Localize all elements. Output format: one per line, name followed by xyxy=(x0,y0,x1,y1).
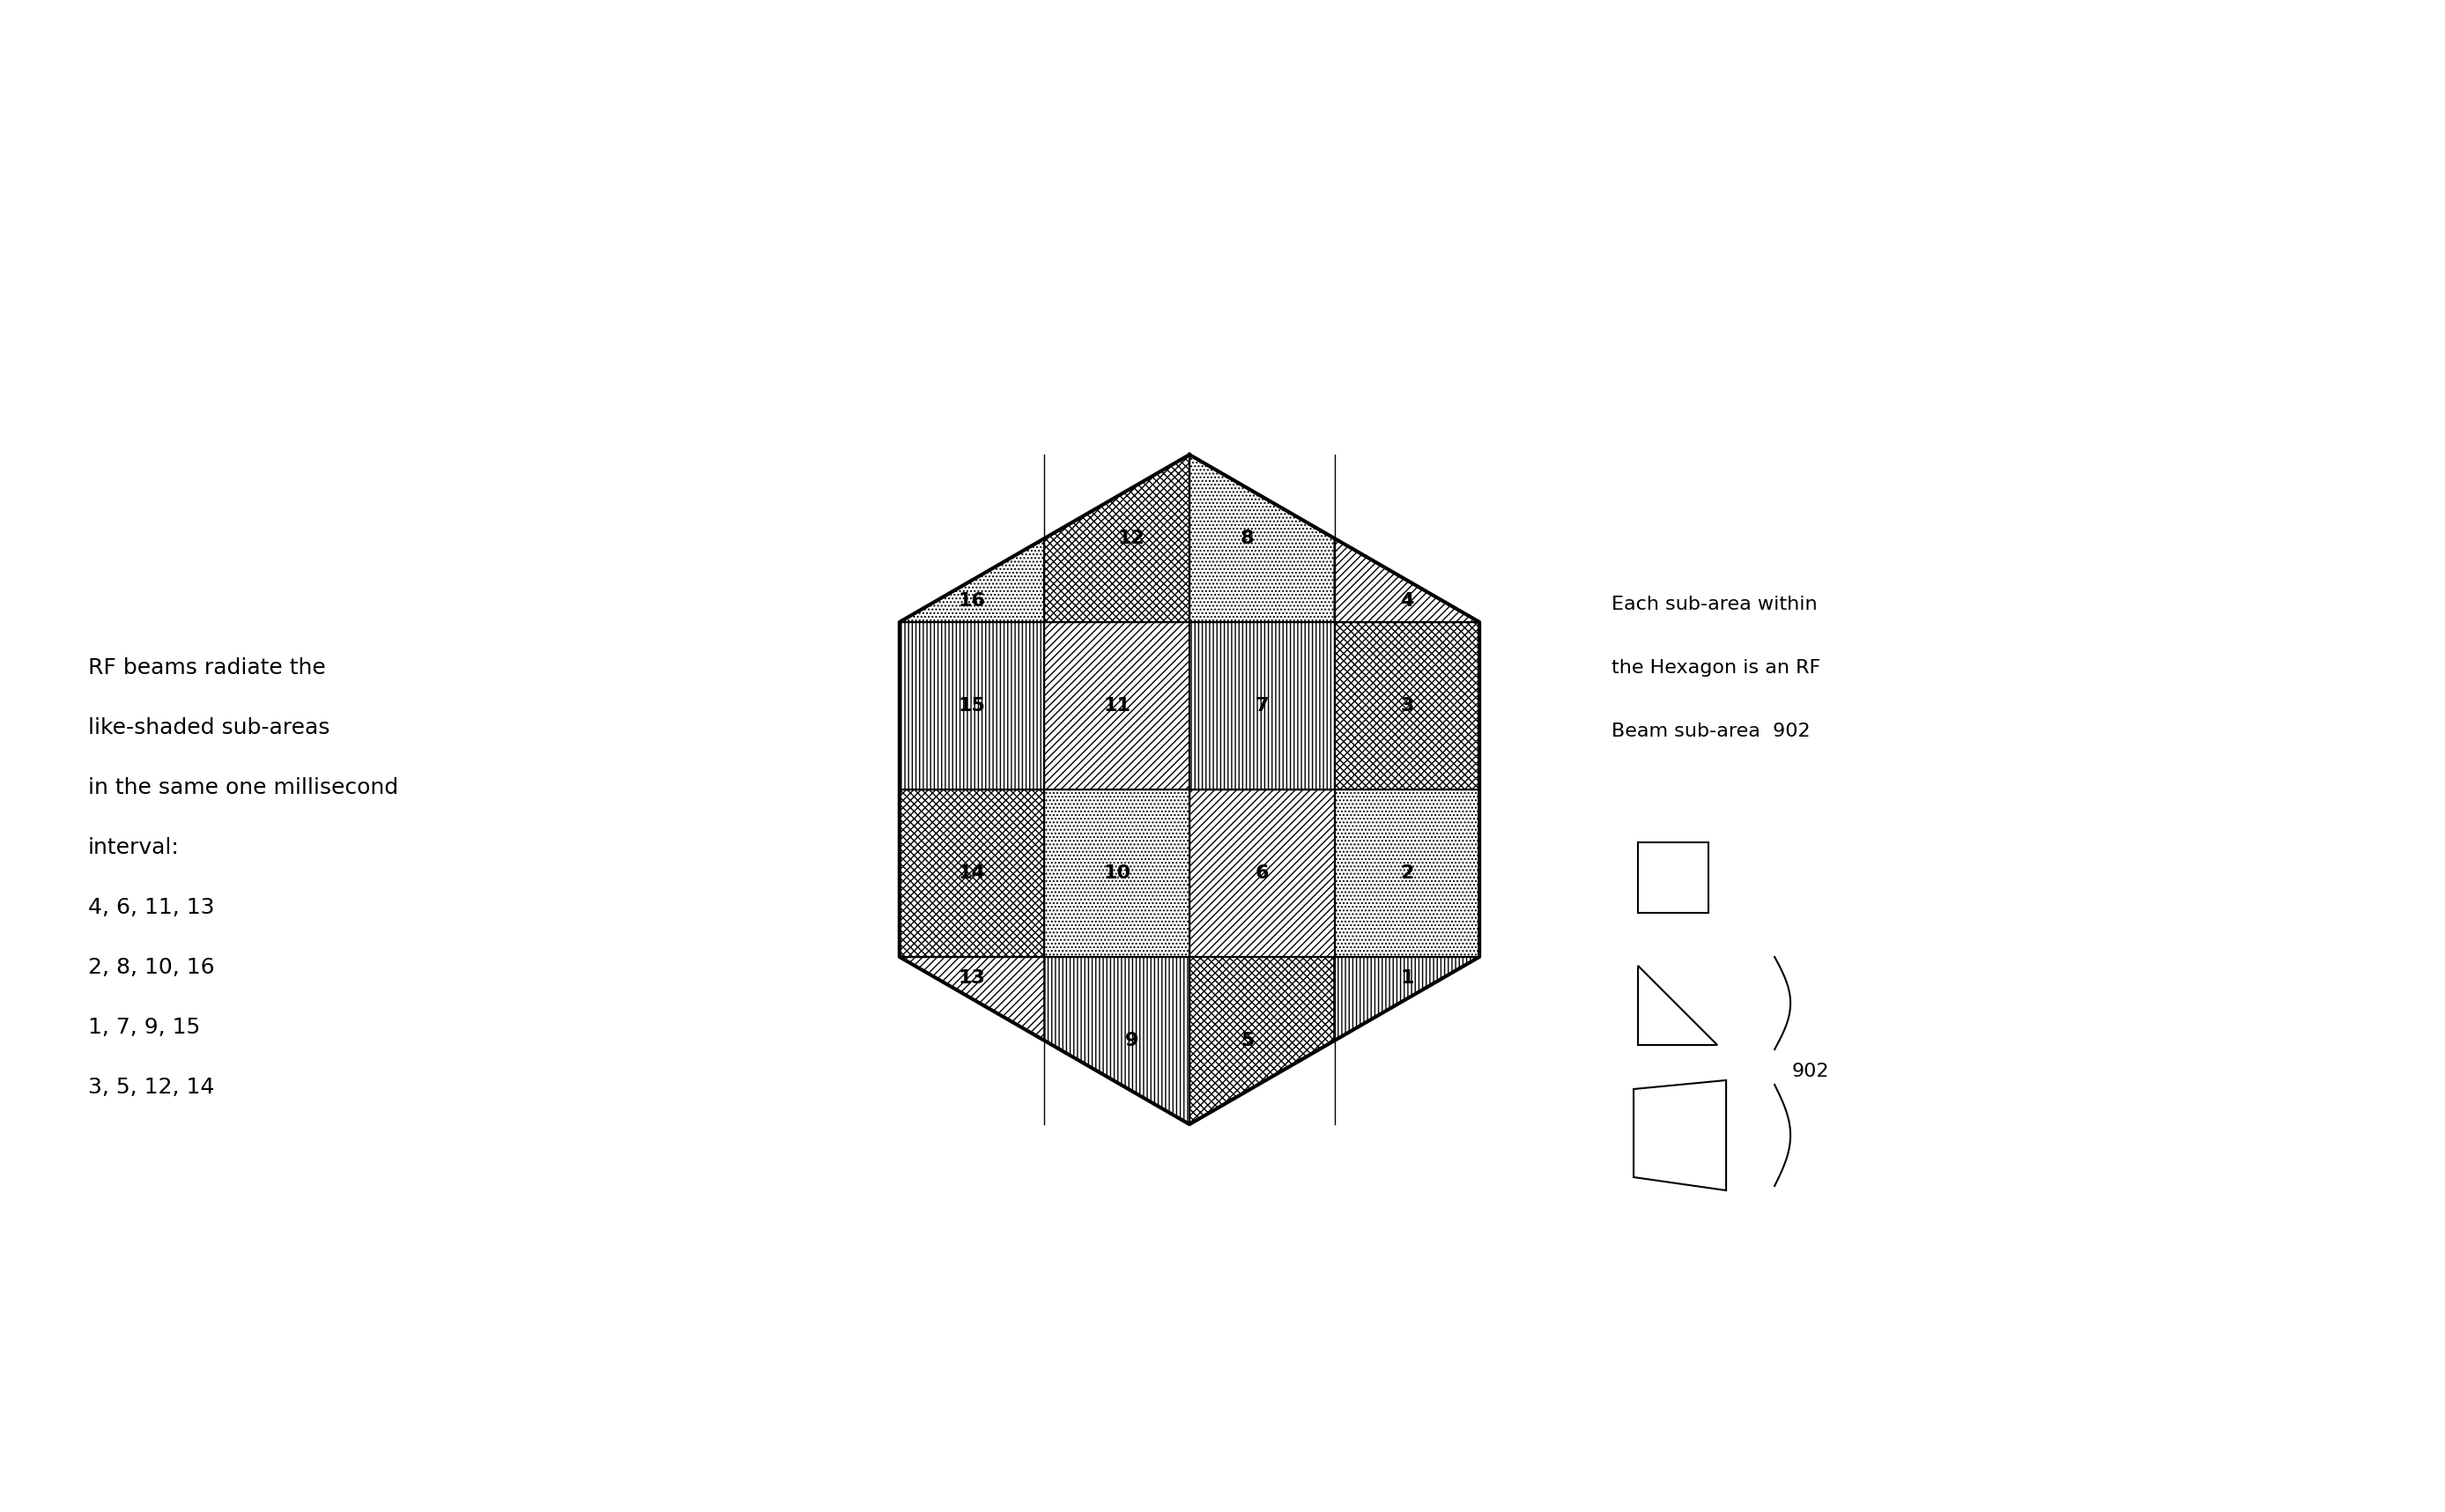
Text: 8: 8 xyxy=(1240,529,1254,547)
Text: 3, 5, 12, 14: 3, 5, 12, 14 xyxy=(88,1077,215,1098)
Text: 11: 11 xyxy=(1103,697,1130,715)
Polygon shape xyxy=(900,789,1044,957)
Text: RF beams radiate the: RF beams radiate the xyxy=(88,658,325,679)
Polygon shape xyxy=(1044,789,1188,957)
Text: 15: 15 xyxy=(958,697,985,715)
Polygon shape xyxy=(1335,789,1479,957)
Polygon shape xyxy=(1633,1080,1726,1190)
Text: 6: 6 xyxy=(1254,865,1269,881)
Text: 16: 16 xyxy=(958,593,985,609)
Text: 12: 12 xyxy=(1117,529,1144,547)
FancyBboxPatch shape xyxy=(1638,842,1709,913)
Text: 1: 1 xyxy=(1401,969,1413,987)
Polygon shape xyxy=(900,621,1044,789)
Polygon shape xyxy=(900,957,1044,1040)
Polygon shape xyxy=(1188,789,1335,957)
Polygon shape xyxy=(1188,621,1335,789)
Text: 2, 8, 10, 16: 2, 8, 10, 16 xyxy=(88,957,215,978)
Text: 1, 7, 9, 15: 1, 7, 9, 15 xyxy=(88,1016,200,1037)
Text: 5: 5 xyxy=(1240,1031,1254,1049)
Text: 4, 6, 11, 13: 4, 6, 11, 13 xyxy=(88,897,215,918)
Polygon shape xyxy=(1335,538,1479,621)
Text: 14: 14 xyxy=(958,865,985,881)
Text: Beam sub-area  902: Beam sub-area 902 xyxy=(1611,723,1809,741)
Text: 902: 902 xyxy=(1792,1063,1829,1080)
Polygon shape xyxy=(1044,455,1188,621)
Polygon shape xyxy=(900,538,1044,621)
Polygon shape xyxy=(1044,957,1188,1125)
Text: interval:: interval: xyxy=(88,838,178,859)
Text: 7: 7 xyxy=(1254,697,1269,715)
Text: 10: 10 xyxy=(1103,865,1130,881)
Text: in the same one millisecond: in the same one millisecond xyxy=(88,777,399,798)
Polygon shape xyxy=(1638,966,1716,1045)
Text: 3: 3 xyxy=(1401,697,1413,715)
Text: 4: 4 xyxy=(1401,593,1413,609)
Text: Each sub-area within: Each sub-area within xyxy=(1611,596,1817,614)
Text: 9: 9 xyxy=(1125,1031,1139,1049)
Polygon shape xyxy=(1044,621,1188,789)
Polygon shape xyxy=(1335,621,1479,789)
Text: 13: 13 xyxy=(958,969,985,987)
Text: 2: 2 xyxy=(1401,865,1413,881)
Text: the Hexagon is an RF: the Hexagon is an RF xyxy=(1611,659,1822,677)
Polygon shape xyxy=(1188,957,1335,1125)
Text: like-shaded sub-areas: like-shaded sub-areas xyxy=(88,717,330,738)
Polygon shape xyxy=(1335,957,1479,1040)
Polygon shape xyxy=(1188,455,1335,621)
